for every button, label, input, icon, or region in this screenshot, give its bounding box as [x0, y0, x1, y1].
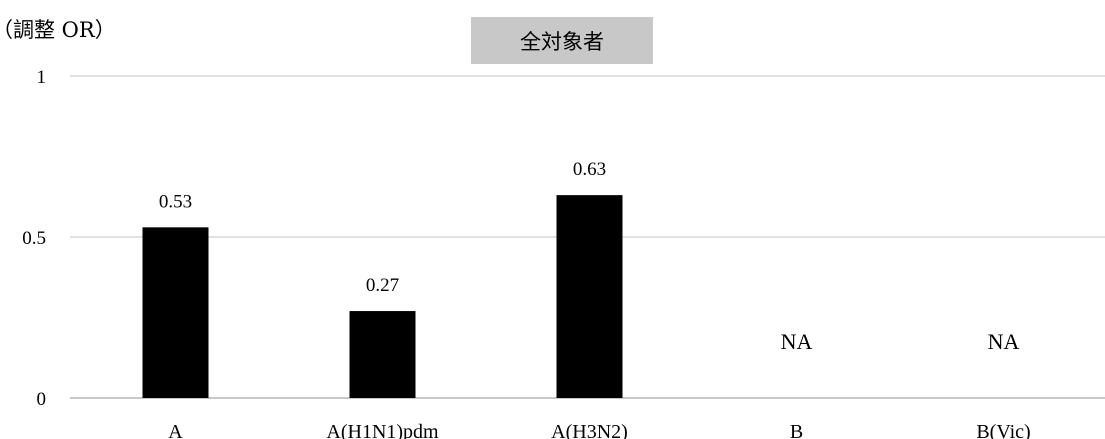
category-label: A(H3N2) [551, 421, 628, 439]
chart-title: 全対象者 [471, 17, 653, 64]
data-label: 0.63 [573, 159, 606, 180]
data-labels: 0.53 0.27 0.63 NA NA [159, 159, 1020, 354]
data-label: 0.27 [366, 275, 399, 296]
data-label-na: NA [988, 329, 1020, 354]
y-tick-label: 0 [37, 389, 47, 410]
category-label: B [790, 421, 803, 439]
y-tick-label: 0.5 [22, 228, 46, 249]
bars [142, 195, 623, 398]
y-axis-label: （調整 OR） [0, 18, 116, 42]
data-label-na: NA [781, 329, 813, 354]
bar [142, 227, 209, 398]
chart-title-box [471, 17, 653, 64]
data-label: 0.53 [159, 191, 192, 212]
category-label: B(Vic) [976, 421, 1030, 439]
category-labels: A A(H1N1)pdm A(H3N2) B B(Vic) [168, 421, 1030, 439]
category-label: A(H1N1)pdm [326, 421, 439, 439]
category-label: A [168, 421, 183, 439]
bar [349, 311, 416, 398]
y-tick-label: 1 [37, 67, 47, 88]
y-tick-labels: 00.51 [22, 67, 46, 410]
chart-title-text: 全対象者 [520, 30, 604, 54]
bar [556, 195, 623, 398]
